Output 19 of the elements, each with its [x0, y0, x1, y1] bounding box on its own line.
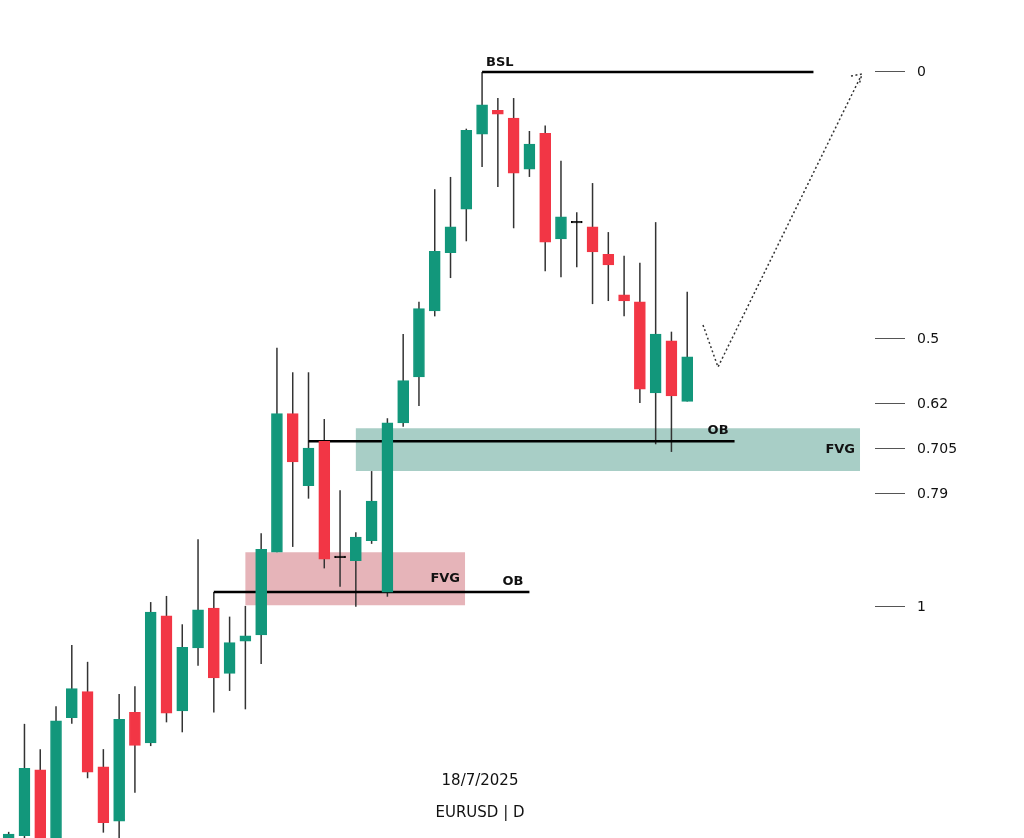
annotation: 18/7/2025	[441, 770, 519, 789]
candlestick	[586, 182, 599, 305]
text: 1	[917, 598, 926, 614]
text: 0.62	[917, 395, 949, 411]
candlestick	[555, 160, 567, 279]
band-label: FVG	[430, 570, 461, 586]
ref-line-label: OB	[502, 572, 524, 588]
ref-line-label: BSL	[486, 53, 514, 69]
text: 0.79	[917, 485, 949, 501]
text: 0.705	[917, 440, 958, 456]
candlestick	[523, 130, 536, 178]
candlestick	[602, 231, 615, 302]
ref-line-label: OB	[707, 422, 729, 438]
candlestick	[239, 605, 252, 711]
candlestick	[350, 531, 362, 608]
annotation: EURUSD | D	[435, 802, 525, 821]
band-label: FVG	[825, 441, 856, 457]
text: 0	[917, 63, 926, 79]
text: 0.5	[917, 330, 940, 346]
